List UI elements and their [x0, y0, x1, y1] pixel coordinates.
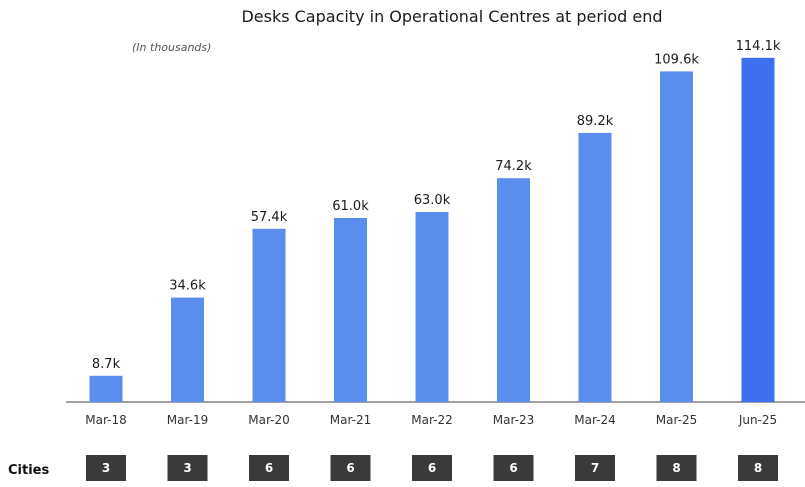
city-count-box-mar-18 [86, 455, 126, 481]
bar-mar-23 [497, 178, 530, 402]
city-count-box-jun-25 [738, 455, 778, 481]
city-count-mar-18: 3 [102, 461, 110, 475]
value-label-mar-25: 109.6k [654, 52, 699, 67]
value-label-jun-25: 114.1k [736, 39, 781, 54]
city-count-jun-25: 8 [754, 461, 762, 475]
bar-mar-19 [171, 297, 204, 402]
x-tick-label-mar-23: Mar-23 [493, 413, 534, 427]
x-tick-label-jun-25: Jun-25 [738, 413, 777, 427]
city-count-mar-24: 7 [591, 461, 599, 475]
x-tick-label-mar-19: Mar-19 [167, 413, 208, 427]
x-tick-label-mar-21: Mar-21 [330, 413, 371, 427]
city-count-mar-23: 6 [509, 461, 517, 475]
bar-mar-20 [252, 228, 286, 402]
city-count-box-mar-19 [167, 455, 208, 481]
bar-mar-21 [334, 218, 367, 402]
city-count-box-mar-25 [656, 455, 697, 481]
x-tick-label-mar-20: Mar-20 [248, 413, 289, 427]
city-count-mar-21: 6 [346, 461, 354, 475]
city-count-box-mar-24 [575, 455, 615, 481]
bar-mar-18 [89, 375, 123, 402]
city-count-mar-20: 6 [265, 461, 273, 475]
city-count-box-mar-22 [412, 455, 452, 481]
city-count-box-mar-20 [249, 455, 289, 481]
value-label-group: 8.7k 34.6k 57.4k 61.0k 63.0k 74.2k 89.2k 109.6k… [92, 39, 781, 372]
bar-mar-24 [578, 132, 612, 402]
city-count-mar-19: 3 [183, 461, 191, 475]
bar-jun-25 [741, 57, 775, 403]
unit-note: (In thousands) [132, 41, 211, 54]
bar-group [89, 57, 775, 403]
value-label-mar-22: 63.0k [414, 193, 451, 208]
x-tick-label-mar-22: Mar-22 [411, 413, 452, 427]
value-label-mar-19: 34.6k [169, 279, 206, 294]
bar-mar-25 [660, 71, 693, 403]
x-tick-label-mar-18: Mar-18 [85, 413, 126, 427]
value-label-mar-21: 61.0k [332, 199, 369, 214]
city-count-mar-25: 8 [672, 461, 680, 475]
city-count-box-mar-21 [330, 455, 371, 481]
bar-mar-22 [415, 212, 449, 402]
value-label-mar-24: 89.2k [577, 114, 614, 129]
cities-row: 3 3 6 6 6 6 7 8 8 [86, 455, 778, 481]
value-label-mar-18: 8.7k [92, 357, 121, 372]
cities-row-label: Cities [8, 463, 49, 478]
value-label-mar-23: 74.2k [495, 159, 532, 174]
city-count-box-mar-23 [493, 455, 534, 481]
x-tick-label-mar-25: Mar-25 [656, 413, 697, 427]
x-tick-group: Mar-18 Mar-19 Mar-20 Mar-21 Mar-22 Mar-23 Mar-… [85, 413, 777, 427]
x-tick-label-mar-24: Mar-24 [574, 413, 615, 427]
chart-title: Desks Capacity in Operational Centres at… [241, 7, 662, 26]
city-count-mar-22: 6 [428, 461, 436, 475]
value-label-mar-20: 57.4k [251, 210, 288, 225]
